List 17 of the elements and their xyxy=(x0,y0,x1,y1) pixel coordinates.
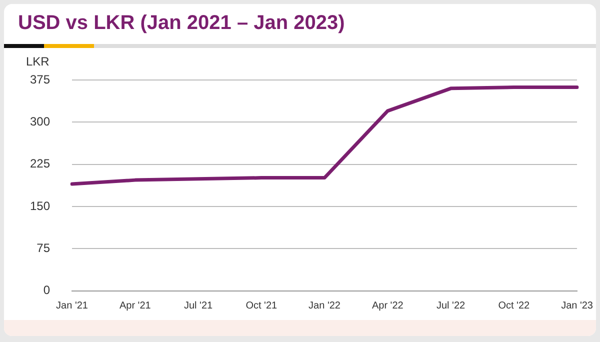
x-tick-label: Jan '21 xyxy=(56,300,88,312)
chart-title: USD vs LKR (Jan 2021 – Jan 2023) xyxy=(18,12,345,35)
y-tick-label: 75 xyxy=(36,240,50,255)
y-axis-title: LKR xyxy=(26,54,50,68)
x-tick-label: Apr '21 xyxy=(119,300,152,312)
y-tick-label: 0 xyxy=(43,283,50,298)
x-tick-label: Oct '21 xyxy=(246,300,278,312)
y-tick-label: 150 xyxy=(30,198,50,213)
y-tick-label: 375 xyxy=(30,72,50,86)
x-tick-label: Jul '22 xyxy=(436,300,466,312)
x-tick-label: Oct '22 xyxy=(498,300,530,312)
y-tick-label: 225 xyxy=(30,156,50,171)
x-tick-label: Jan '22 xyxy=(308,300,341,312)
x-tick-label: Apr '22 xyxy=(372,300,404,312)
x-tick-label: Jul '21 xyxy=(184,300,214,312)
y-tick-label: 300 xyxy=(30,114,50,128)
x-tick-label: Jan '23 xyxy=(561,300,594,312)
